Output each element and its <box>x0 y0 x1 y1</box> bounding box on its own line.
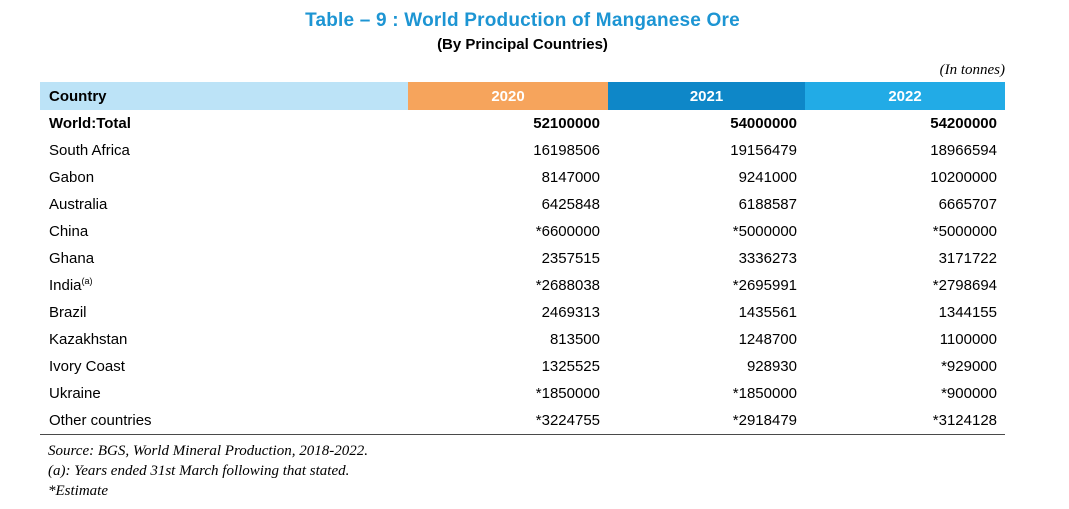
table-header: Country 2020 2021 2022 <box>40 82 1005 110</box>
table-row: China *6600000 *5000000 *5000000 <box>40 218 1005 245</box>
value-cell: *900000 <box>941 385 997 402</box>
table-title: Table – 9 : World Production of Manganes… <box>305 10 740 31</box>
value-cell: 6188587 <box>738 196 797 213</box>
footnote-line: Source: BGS, World Mineral Production, 2… <box>48 443 368 459</box>
footnote-line: (a): Years ended 31st March following th… <box>48 463 350 479</box>
value-cell: *5000000 <box>732 223 797 240</box>
value-cell: 1435561 <box>738 304 797 321</box>
country-cell: Brazil <box>49 304 87 321</box>
country-cell: South Africa <box>49 142 130 159</box>
table-row: Ivory Coast 1325525 928930 *929000 <box>40 353 1005 380</box>
value-cell: 928930 <box>746 358 797 375</box>
value-cell: 18966594 <box>930 142 997 159</box>
value-cell: *6600000 <box>535 223 600 240</box>
country-cell: Australia <box>49 196 108 213</box>
value-cell: 1344155 <box>938 304 997 321</box>
value-cell: 10200000 <box>930 169 997 186</box>
value-cell: *1850000 <box>535 385 600 402</box>
production-table: Country 2020 2021 2022 World:Total 521000… <box>40 82 1005 435</box>
value-cell: 1100000 <box>939 331 997 348</box>
value-cell: *2798694 <box>932 277 997 294</box>
country-footnote-marker: (a) <box>81 276 93 286</box>
country-cell: Gabon <box>49 169 95 186</box>
value-cell: *3224755 <box>408 407 608 435</box>
country-cell: World:Total <box>49 115 131 132</box>
column-header-2020: 2020 <box>408 82 608 110</box>
value-cell: 1325525 <box>541 358 600 375</box>
table-row: Other countries *3224755 *2918479 *3124128 <box>40 407 1005 435</box>
table-row: India(a) *2688038 *2695991 *2798694 <box>40 272 1005 299</box>
country-cell: Ukraine <box>49 385 101 402</box>
table-row: World:Total 52100000 54000000 54200000 <box>40 110 1005 137</box>
value-cell: 3336273 <box>738 250 797 267</box>
country-cell: India(a) <box>49 276 93 295</box>
value-cell: *2695991 <box>732 277 797 294</box>
unit-note: (In tonnes) <box>939 62 1005 78</box>
column-header-2022: 2022 <box>805 82 1005 110</box>
table-row: Australia 6425848 6188587 6665707 <box>40 191 1005 218</box>
value-cell: 3171722 <box>938 250 997 267</box>
footnotes: Source: BGS, World Mineral Production, 2… <box>48 441 1069 501</box>
country-cell: Kazakhstan <box>49 331 128 348</box>
value-cell: 8147000 <box>541 169 600 186</box>
country-cell: China <box>49 223 89 240</box>
table-row: Ghana 2357515 3336273 3171722 <box>40 245 1005 272</box>
column-header-2021: 2021 <box>608 82 805 110</box>
value-cell: *2918479 <box>608 407 805 435</box>
country-cell: Other countries <box>40 407 408 435</box>
value-cell: 1248700 <box>738 331 797 348</box>
value-cell: 54000000 <box>730 115 797 132</box>
value-cell: *3124128 <box>805 407 1005 435</box>
value-cell: 19156479 <box>730 142 797 159</box>
table-row: Brazil 2469313 1435561 1344155 <box>40 299 1005 326</box>
header-row: Country 2020 2021 2022 <box>40 82 1005 110</box>
table-row: Gabon 8147000 9241000 10200000 <box>40 164 1005 191</box>
table-body: World:Total 52100000 54000000 54200000 South… <box>40 110 1005 435</box>
country-cell: Ivory Coast <box>49 358 125 375</box>
value-cell: 2357515 <box>541 250 600 267</box>
value-cell: 54200000 <box>930 115 997 132</box>
value-cell: *1850000 <box>732 385 797 402</box>
value-cell: 16198506 <box>533 142 600 159</box>
value-cell: 813500 <box>549 331 600 348</box>
value-cell: 9241000 <box>738 169 797 186</box>
value-cell: *929000 <box>941 358 997 375</box>
column-header-country: Country <box>40 82 408 110</box>
value-cell: *2688038 <box>535 277 600 294</box>
value-cell: *5000000 <box>932 223 997 240</box>
value-cell: 52100000 <box>533 115 600 132</box>
table-row: Ukraine *1850000 *1850000 *900000 <box>40 380 1005 407</box>
value-cell: 6425848 <box>541 196 600 213</box>
value-cell: 6665707 <box>938 196 997 213</box>
footnote-line: *Estimate <box>48 483 108 499</box>
table-row: Kazakhstan 813500 1248700 1100000 <box>40 326 1005 353</box>
table-subtitle: (By Principal Countries) <box>437 36 608 53</box>
table-row: South Africa 16198506 19156479 18966594 <box>40 137 1005 164</box>
country-cell: Ghana <box>49 250 95 267</box>
value-cell: 2469313 <box>541 304 600 321</box>
